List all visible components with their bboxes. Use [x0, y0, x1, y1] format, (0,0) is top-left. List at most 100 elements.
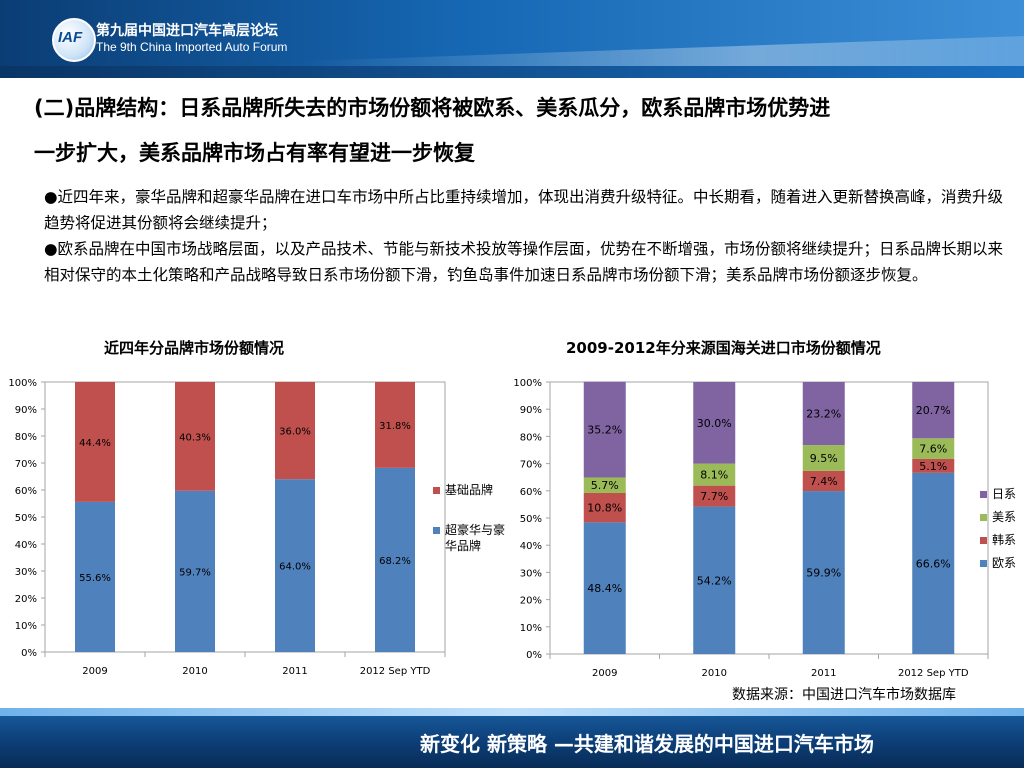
chart2-origin-share: 0% 10% 20% 30% 40% 50% 60% 70% 80% 90% 100% 2009 48.…: [513, 378, 1016, 679]
data-label: 5.1%: [919, 460, 947, 473]
data-label: 54.2%: [697, 574, 732, 587]
page-title-line1: (二)品牌结构：日系品牌所失去的市场份额将被欧系、美系瓜分，欧系品牌市场优势进: [34, 96, 831, 120]
legend-swatch: [980, 560, 987, 567]
x-tick-label: 2009: [82, 666, 107, 677]
y-tick-label: 100%: [513, 378, 542, 389]
y-tick-label: 40%: [520, 541, 542, 552]
data-label: 59.9%: [806, 567, 841, 580]
data-label: 20.7%: [916, 404, 951, 417]
footer-stripe: [0, 708, 1024, 716]
forum-title-cn: 第九届中国进口汽车高层论坛: [96, 23, 278, 39]
bar-segment: [912, 472, 955, 654]
y-tick-label: 0%: [526, 650, 542, 661]
y-tick-label: 80%: [520, 432, 542, 443]
legend-swatch: [980, 514, 987, 521]
x-tick-label: 2009: [592, 668, 617, 679]
chart2-title: 2009-2012年分来源国海关进口市场份额情况: [566, 339, 881, 357]
legend-label: 欧系: [992, 556, 1016, 570]
forum-title-en: The 9th China Imported Auto Forum: [96, 40, 288, 54]
footer-slogan: 新变化 新策略 —共建和谐发展的中国进口汽车市场: [420, 732, 874, 756]
data-label: 7.6%: [919, 443, 947, 456]
data-label: 36.0%: [279, 427, 311, 438]
x-tick-label: 2011: [282, 666, 307, 677]
y-tick-label: 70%: [15, 459, 37, 470]
bar-segment: [583, 522, 626, 654]
bar-segment: [175, 382, 215, 491]
y-tick-label: 30%: [15, 567, 37, 578]
chart1-title: 近四年分品牌市场份额情况: [104, 339, 285, 357]
data-label: 35.2%: [587, 424, 622, 437]
data-label: 30.0%: [697, 417, 732, 430]
data-label: 55.6%: [79, 573, 111, 584]
y-tick-label: 70%: [520, 460, 542, 471]
bar-segment: [802, 445, 845, 471]
data-label: 66.6%: [916, 557, 951, 570]
legend-swatch: [433, 487, 440, 494]
y-tick-label: 80%: [15, 432, 37, 443]
data-source: 数据来源：中国进口汽车市场数据库: [732, 687, 956, 703]
forum-logo-icon: [52, 18, 96, 62]
header-bar: [0, 66, 1024, 78]
bar-segment: [802, 382, 845, 446]
page-title: (二)品牌结构：日系品牌所失去的市场份额将被欧系、美系瓜分，欧系品牌市场优势进 …: [34, 86, 1009, 176]
bar-segment: [583, 381, 626, 478]
data-label: 5.7%: [591, 479, 619, 492]
bar-segment: [693, 506, 736, 654]
x-tick-label: 2010: [702, 668, 727, 679]
bar-segment: [375, 467, 415, 652]
logo-text: IAF: [58, 29, 83, 46]
bar-segment: [75, 382, 115, 502]
chart1-brand-share: 0% 10% 20% 30% 40% 50% 60% 70% 80% 90% 100% 2009 55.…: [8, 378, 505, 677]
bar-segment: [802, 470, 845, 492]
y-tick-label: 10%: [520, 623, 542, 634]
page-title-line2: 一步扩大，美系品牌市场占有率有望进一步恢复: [34, 141, 475, 165]
y-tick-label: 90%: [520, 405, 542, 416]
y-tick-label: 100%: [8, 378, 37, 389]
data-label: 31.8%: [379, 421, 411, 432]
x-tick-label: 2012 Sep YTD: [360, 666, 431, 677]
bar-segment: [583, 492, 626, 523]
y-tick-label: 40%: [15, 540, 37, 551]
legend-label: 日系: [992, 487, 1016, 501]
bar-segment: [912, 458, 955, 473]
data-label: 59.7%: [179, 567, 211, 578]
data-label: 10.8%: [587, 502, 622, 515]
bullet-item-1: ●近四年来，豪华品牌和超豪华品牌在进口车市场中所占比重持续增加，体现出消费升级特…: [44, 188, 1004, 232]
header-banner: IAF 第九届中国进口汽车高层论坛 The 9th China Imported…: [0, 0, 1024, 78]
bar-segment: [912, 382, 955, 439]
legend-label: 超豪华与豪: [445, 522, 505, 537]
y-tick-label: 30%: [520, 568, 542, 579]
y-tick-label: 20%: [15, 594, 37, 605]
y-tick-label: 90%: [15, 405, 37, 416]
legend-swatch: [433, 527, 440, 534]
bullet-list: ●近四年来，豪华品牌和超豪华品牌在进口车市场中所占比重持续增加，体现出消费升级特…: [44, 184, 1004, 288]
bar-segment: [693, 463, 736, 486]
legend-label: 基础品牌: [445, 483, 493, 497]
bar-segment: [375, 382, 415, 468]
legend-swatch: [980, 491, 987, 498]
legend-swatch: [980, 537, 987, 544]
x-tick-label: 2012 Sep YTD: [898, 668, 969, 679]
bar-segment: [175, 490, 215, 652]
data-label: 64.0%: [279, 562, 311, 573]
y-tick-label: 50%: [520, 514, 542, 525]
y-tick-label: 20%: [520, 596, 542, 607]
bar-segment: [275, 479, 315, 652]
y-tick-label: 0%: [21, 648, 37, 659]
x-tick-label: 2011: [811, 668, 836, 679]
x-tick-label: 2010: [182, 666, 207, 677]
bullet-item-2: ●欧系品牌在中国市场战略层面，以及产品技术、节能与新技术投放等操作层面，优势在不…: [44, 240, 1004, 284]
legend-label: 美系: [992, 510, 1016, 524]
y-tick-label: 50%: [15, 513, 37, 524]
data-label: 7.4%: [810, 475, 838, 488]
data-label: 48.4%: [587, 582, 622, 595]
legend-label: 华品牌: [445, 539, 481, 553]
data-label: 23.2%: [806, 408, 841, 421]
data-label: 40.3%: [179, 432, 211, 443]
bar-segment: [693, 382, 736, 464]
bar-segment: [583, 477, 626, 493]
bar-segment: [275, 382, 315, 480]
y-tick-label: 60%: [520, 487, 542, 498]
data-label: 8.1%: [700, 469, 728, 482]
bar-segment: [693, 485, 736, 507]
